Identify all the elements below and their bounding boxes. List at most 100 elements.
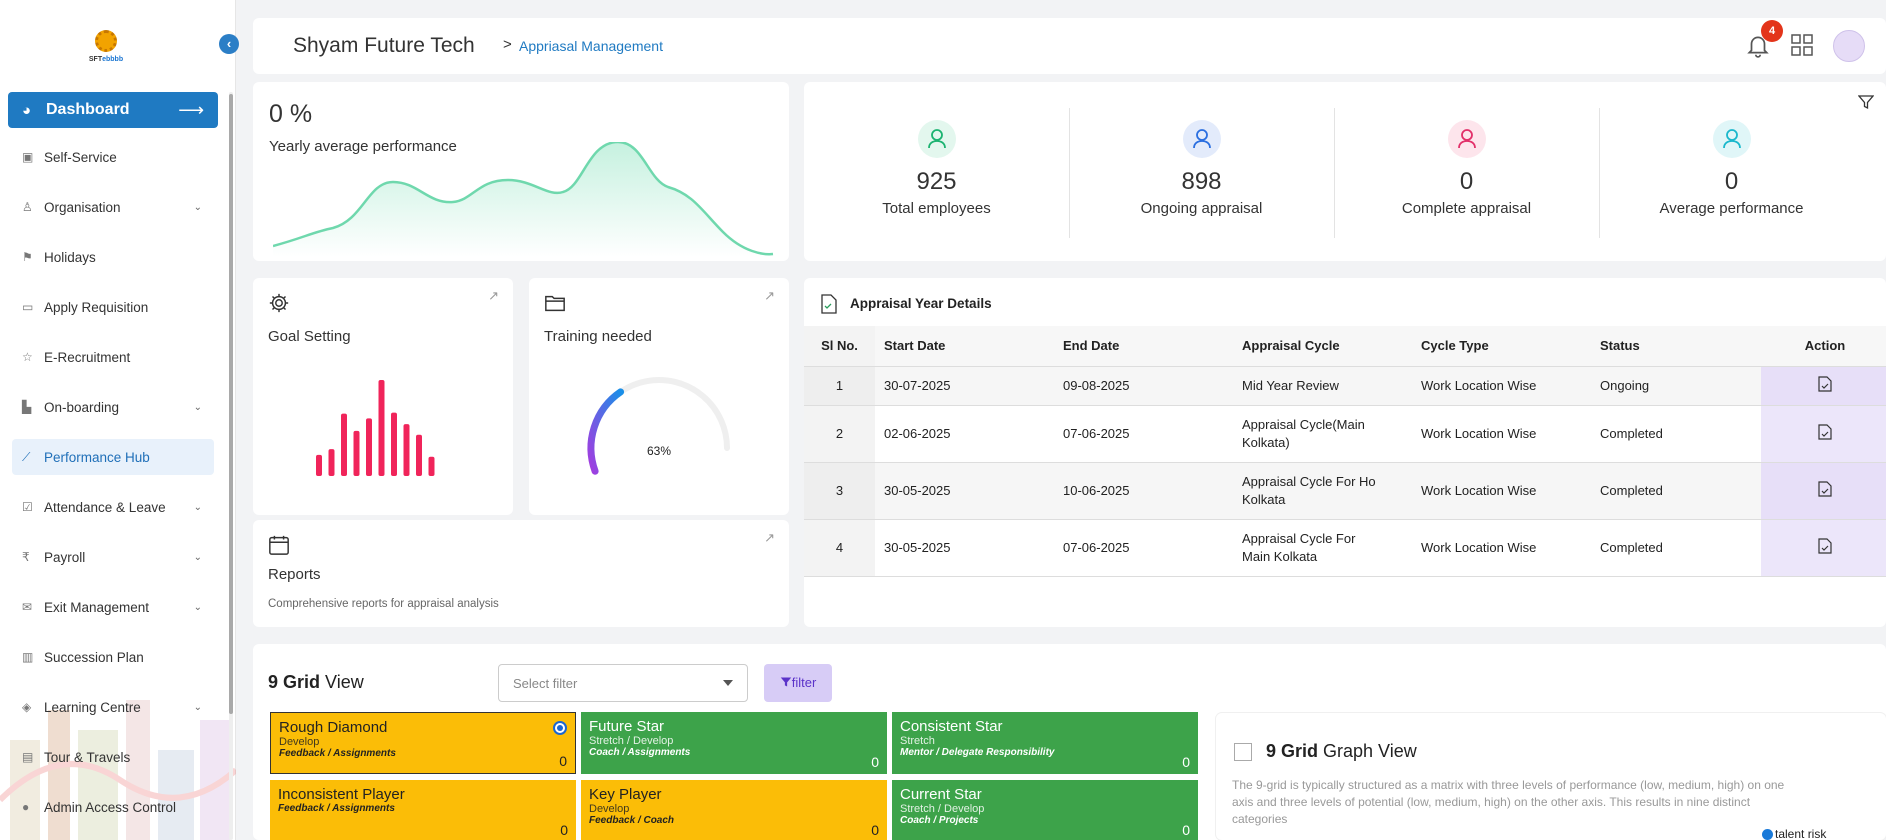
document-icon — [821, 294, 837, 314]
sidebar-item-label: Succession Plan — [44, 649, 144, 665]
expand-arrow-icon[interactable]: ↗ — [764, 530, 775, 545]
sidebar-item-self-service[interactable]: ▣ Self-Service — [12, 139, 214, 175]
sidebar-item-dashboard[interactable]: ◕ Dashboard ⟶ — [8, 92, 218, 128]
check-square-icon: ☑ — [22, 500, 33, 514]
legend-dot-icon — [1762, 828, 1773, 840]
grid-cell-action: Coach / Projects — [900, 815, 979, 826]
grid-cell-subtitle: Stretch — [900, 735, 935, 747]
view-document-icon[interactable] — [1818, 376, 1832, 392]
cell-sl: 1 — [804, 366, 875, 406]
grid-cell-action: Mentor / Delegate Responsibility — [900, 747, 1055, 758]
cell-end-date: 10-06-2025 — [1054, 462, 1233, 520]
sidebar-item-admin-access-control[interactable]: ● Admin Access Control — [12, 789, 214, 825]
sidebar-scrollbar-thumb[interactable] — [229, 94, 233, 714]
grid-cell-consistent-star[interactable]: Consistent Star Stretch Mentor / Delegate … — [892, 712, 1198, 774]
cell-appraisal-cycle: Appraisal Cycle For Ho Kolkata — [1233, 462, 1412, 520]
grid-cell-key-player[interactable]: Key Player Develop Feedback / Coach 0 — [581, 780, 887, 840]
view-document-icon[interactable] — [1818, 538, 1832, 554]
sidebar-item-tour-travels[interactable]: ▤ Tour & Travels — [12, 739, 214, 775]
sidebar-item-succession-plan[interactable]: ▥ Succession Plan — [12, 639, 214, 675]
breadcrumb-current[interactable]: Appriasal Management — [519, 38, 663, 54]
cell-start-date: 02-06-2025 — [875, 405, 1054, 463]
sidebar-item-e-recruitment[interactable]: ☆ E-Recruitment — [12, 339, 214, 375]
cell-action — [1761, 405, 1886, 463]
chevron-down-icon[interactable]: ⌄ — [193, 401, 202, 413]
performance-value: 0 % — [269, 100, 313, 128]
training-needed-card[interactable]: ↗ Training needed 63% — [529, 278, 789, 515]
sidebar-item-performance-hub[interactable]: ⟋ Performance Hub — [12, 439, 214, 475]
stat-label: Complete appraisal — [1401, 200, 1532, 217]
cell-action — [1761, 366, 1886, 406]
stat-label: Average performance — [1659, 200, 1804, 217]
cell-cycle-type: Work Location Wise — [1412, 519, 1591, 577]
chevron-down-icon[interactable]: ⌄ — [193, 201, 202, 213]
graph-view-description: The 9-grid is typically structured as a … — [1232, 778, 1785, 826]
grid-cell-count: 0 — [560, 822, 568, 838]
grid-cell-title: Future Star — [589, 718, 665, 735]
grid-cell-rough-diamond[interactable]: Rough Diamond Develop Feedback / Assignmen… — [270, 712, 576, 774]
stat-value: 898 — [1181, 168, 1222, 195]
graph-view-title: 9 Grid Graph View — [1266, 741, 1417, 761]
sidebar-item-organisation[interactable]: ♙ Organisation ⌄ — [12, 189, 214, 225]
goal-bar — [341, 413, 347, 476]
nine-grid-title: 9 Grid View — [268, 672, 364, 692]
stat-divider — [1334, 108, 1335, 238]
sidebar-item-apply-requisition[interactable]: ▭ Apply Requisition — [12, 289, 214, 325]
sidebar-item-attendance-leave[interactable]: ☑ Attendance & Leave ⌄ — [12, 489, 214, 525]
cell-status: Completed — [1591, 405, 1761, 463]
sidebar-item-exit-management[interactable]: ✉ Exit Management ⌄ — [12, 589, 214, 625]
sidebar-item-payroll[interactable]: ₹ Payroll ⌄ — [12, 539, 214, 575]
sidebar-item-on-boarding[interactable]: ▙ On-boarding ⌄ — [12, 389, 214, 425]
sidebar-item-holidays[interactable]: ⚑ Holidays — [12, 239, 214, 275]
nine-grid-graph-view-card: 9 Grid Graph View The 9-grid is typicall… — [1216, 713, 1886, 840]
filter-icon[interactable] — [1858, 94, 1874, 110]
notification-bell-icon[interactable] — [1745, 32, 1771, 58]
sidebar-item-label: On-boarding — [44, 399, 120, 415]
apps-grid-icon[interactable] — [1791, 34, 1813, 56]
filter-button[interactable]: filter — [764, 664, 832, 702]
sidebar-item-label: Organisation — [44, 199, 121, 215]
user-avatar[interactable] — [1833, 30, 1865, 62]
gauge-fill-arc — [587, 388, 625, 475]
sidebar-item-label: Exit Management — [44, 599, 150, 615]
chevron-down-icon[interactable]: ⌄ — [193, 501, 202, 513]
user-icon — [1182, 120, 1221, 158]
car-icon: ◈ — [22, 700, 32, 714]
stat-divider — [1069, 108, 1070, 238]
folder-icon — [545, 295, 565, 312]
notification-count-badge: 4 — [1761, 20, 1783, 42]
company-logo[interactable]: SFTebbbb — [82, 30, 130, 74]
chevron-down-icon[interactable]: ⌄ — [193, 701, 202, 713]
grid-cell-action: Feedback / Assignments — [279, 748, 396, 759]
performance-wave-chart — [273, 142, 778, 257]
bar-chart-icon: ▥ — [22, 650, 34, 664]
chevron-down-icon[interactable]: ⌄ — [193, 551, 202, 563]
reports-card[interactable]: ↗ Reports Comprehensive reports for appr… — [253, 520, 789, 627]
goal-bar — [428, 456, 435, 476]
person-icon: ● — [22, 800, 30, 814]
expand-arrow-icon[interactable]: ↗ — [488, 288, 499, 303]
goal-setting-card[interactable]: ↗ Goal Setting — [253, 278, 513, 515]
flag-icon: ⚑ — [22, 250, 33, 264]
user-icon — [1712, 120, 1751, 158]
cell-sl: 4 — [804, 519, 875, 577]
user-icon — [917, 120, 956, 158]
view-document-icon[interactable] — [1818, 424, 1832, 440]
envelope-icon: ✉ — [22, 600, 33, 614]
goal-bar — [328, 449, 335, 476]
sidebar-item-learning-centre[interactable]: ◈ Learning Centre ⌄ — [12, 689, 214, 725]
expand-arrow-icon[interactable]: ↗ — [764, 288, 775, 303]
cell-appraisal-cycle: Mid Year Review — [1233, 366, 1412, 406]
cell-appraisal-cycle: Appraisal Cycle(Main Kolkata) — [1233, 405, 1412, 463]
grid-filter-select[interactable]: Select filter — [498, 664, 748, 702]
grid-cell-future-star[interactable]: Future Star Stretch / Develop Coach / Assi… — [581, 712, 887, 774]
grid-cell-inconsistent-player[interactable]: Inconsistent Player Feedback / Assignment… — [270, 780, 576, 840]
view-document-icon[interactable] — [1818, 481, 1832, 497]
radio-selected-icon[interactable] — [553, 721, 567, 735]
grid-cell-current-star[interactable]: Current Star Stretch / Develop Coach / Pro… — [892, 780, 1198, 840]
cell-cycle-type: Work Location Wise — [1412, 462, 1591, 520]
chevron-down-icon[interactable]: ⌄ — [193, 601, 202, 613]
grid-cell-subtitle: Stretch / Develop — [900, 803, 985, 815]
collapse-sidebar-button[interactable]: ‹ — [219, 34, 239, 54]
cell-sl: 3 — [804, 462, 875, 520]
